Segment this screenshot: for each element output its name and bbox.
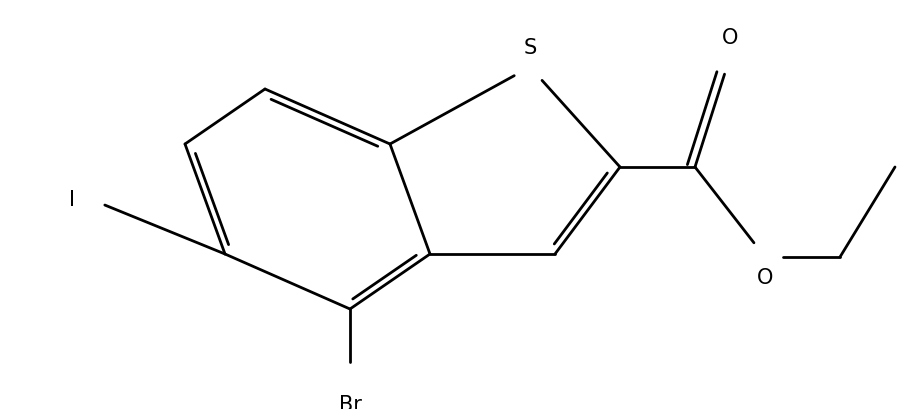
Text: O: O — [757, 267, 773, 287]
Text: O: O — [722, 28, 738, 48]
Text: Br: Br — [339, 394, 362, 409]
Text: S: S — [523, 38, 537, 58]
Text: I: I — [69, 189, 75, 209]
